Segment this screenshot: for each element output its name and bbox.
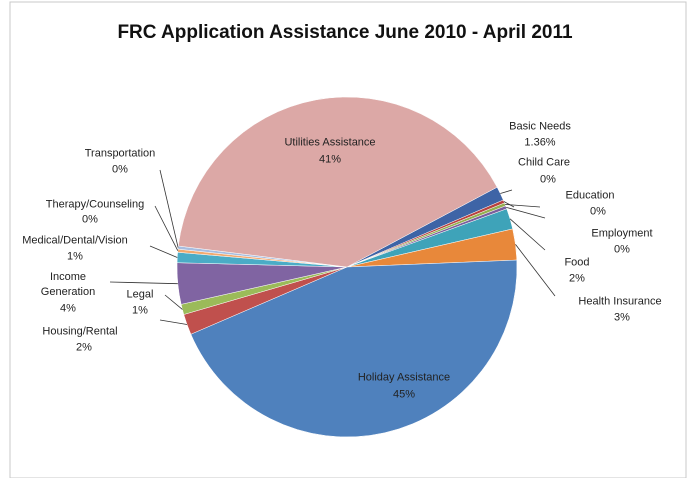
slice-label: Utilities Assistance xyxy=(284,136,376,149)
slice-value: 1.36% xyxy=(524,136,556,149)
slice-label: Holiday Assistance xyxy=(357,371,451,384)
slice-value: 0% xyxy=(614,243,630,256)
chart-title: FRC Application Assistance June 2010 - A… xyxy=(117,22,573,43)
leader-line xyxy=(164,294,183,310)
slice-label: Education xyxy=(565,189,615,202)
slice-label: Medical/Dental/Vision xyxy=(22,234,128,247)
slice-value: 45% xyxy=(392,388,416,401)
slice-label: Transportation xyxy=(84,147,156,160)
leader-line xyxy=(503,201,515,208)
leader-line xyxy=(159,319,188,325)
slice-label: Therapy/Counseling xyxy=(45,198,145,211)
slice-value: 2% xyxy=(569,272,585,285)
slice-label: Income Generation xyxy=(40,271,96,298)
slice-value: 41% xyxy=(318,153,342,166)
slice-value: 4% xyxy=(60,302,76,315)
slice-label: Child Care xyxy=(518,156,570,169)
slice-value: 0% xyxy=(540,173,556,186)
slice-label: Housing/Rental xyxy=(42,325,118,338)
leader-line xyxy=(505,204,541,208)
leader-line xyxy=(154,205,179,251)
pie-slice xyxy=(190,259,518,438)
slice-label: Food xyxy=(564,256,590,269)
leader-line xyxy=(109,281,178,285)
slice-label: Employment xyxy=(591,227,653,240)
slice-label: Basic Needs xyxy=(509,120,571,133)
slice-value: 2% xyxy=(76,341,92,354)
slice-value: 1% xyxy=(67,250,83,263)
leader-line xyxy=(506,206,546,219)
slice-value: 1% xyxy=(132,304,148,317)
leader-line xyxy=(149,245,178,258)
leader-line xyxy=(509,218,546,251)
slice-label: Legal xyxy=(126,288,154,301)
leader-line xyxy=(515,244,556,297)
leader-line xyxy=(500,189,513,194)
pie-slice xyxy=(178,96,498,268)
leader-line xyxy=(159,169,179,248)
slice-value: 0% xyxy=(112,163,128,176)
slice-label: Health Insurance xyxy=(578,295,662,308)
slice-value: 0% xyxy=(82,213,98,226)
slice-value: 0% xyxy=(590,205,606,218)
slice-value: 3% xyxy=(614,311,630,324)
